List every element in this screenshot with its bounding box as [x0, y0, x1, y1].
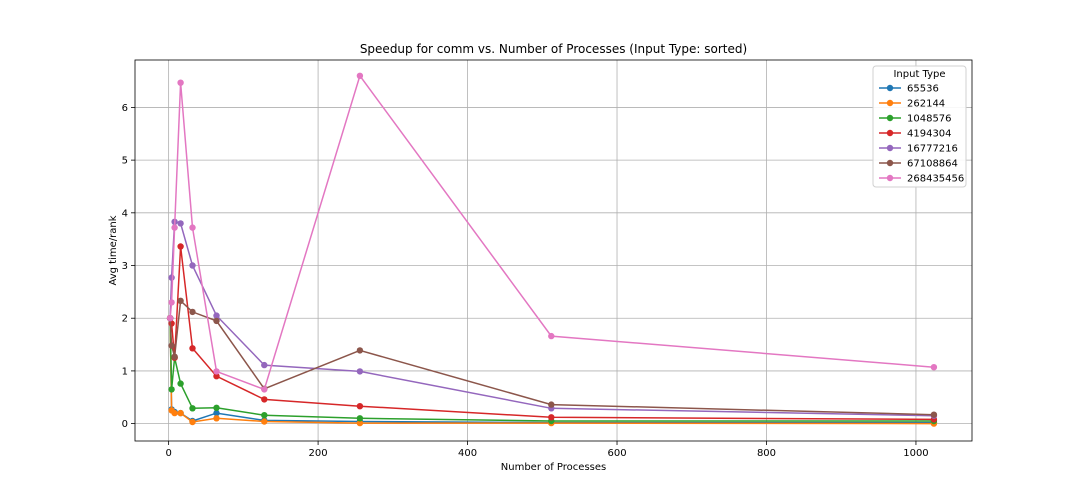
data-point — [168, 299, 175, 306]
data-point — [213, 404, 220, 411]
x-tick-label: 1000 — [903, 448, 928, 459]
series-line — [169, 318, 934, 422]
data-point — [356, 403, 364, 410]
legend-swatch-marker — [886, 144, 894, 152]
data-point — [261, 396, 268, 403]
legend-swatch-marker — [886, 129, 894, 137]
series-line — [169, 299, 934, 416]
legend-swatch-marker — [886, 159, 894, 167]
legend-label: 262144 — [907, 99, 945, 110]
data-point — [356, 419, 364, 427]
y-tick-label: 3 — [122, 261, 128, 272]
legend-label: 1048576 — [907, 114, 952, 125]
data-point — [177, 243, 184, 250]
data-point — [189, 405, 196, 412]
data-point — [189, 418, 196, 426]
data-point — [177, 297, 184, 304]
legend-item: 4194304 — [879, 129, 952, 140]
y-tick-label: 5 — [122, 156, 128, 167]
plot-frame — [134, 59, 973, 442]
data-point — [213, 373, 220, 380]
data-point — [930, 411, 938, 418]
x-tick-label: 200 — [309, 448, 328, 459]
series-16777216 — [166, 218, 938, 419]
data-point — [356, 415, 364, 422]
data-point — [171, 409, 178, 417]
x-tick-label: 600 — [607, 448, 626, 459]
series-line — [169, 74, 934, 391]
legend-swatch-marker — [886, 84, 894, 92]
legend-label: 67108864 — [907, 159, 958, 170]
legend-item: 65536 — [879, 84, 939, 95]
series-line — [169, 220, 934, 417]
legend-label: 268435456 — [907, 174, 964, 185]
data-point — [189, 345, 196, 352]
legend-label: 16777216 — [907, 144, 958, 155]
data-point — [177, 220, 184, 227]
data-point — [189, 308, 196, 316]
series-layer — [166, 72, 938, 427]
y-tick-label: 2 — [122, 314, 128, 325]
data-point — [261, 386, 268, 393]
legend: Input Type 65536 262144 1048576 4194304 1677… — [872, 65, 967, 188]
legend-swatch-marker — [886, 174, 894, 182]
data-point — [930, 364, 938, 371]
data-point — [356, 72, 364, 80]
y-tick-label: 4 — [122, 208, 128, 219]
data-point — [548, 414, 555, 421]
data-point — [213, 368, 220, 375]
legend-item: 1048576 — [879, 114, 952, 125]
series-4194304 — [166, 243, 938, 423]
y-tick-label: 6 — [122, 103, 128, 114]
legend-item: 16777216 — [879, 144, 958, 155]
data-point — [166, 315, 174, 322]
data-point — [213, 317, 220, 325]
data-point — [213, 415, 220, 422]
data-point — [548, 401, 555, 408]
data-point — [213, 312, 220, 319]
y-tick-label: 0 — [122, 419, 128, 430]
y-tick-label: 1 — [122, 366, 128, 377]
legend-item: 67108864 — [879, 159, 958, 170]
x-tick-label: 400 — [458, 448, 477, 459]
legend-label: 65536 — [907, 84, 939, 95]
x-axis-title: Number of Processes — [501, 462, 606, 473]
legend-item: 268435456 — [879, 174, 964, 185]
data-point — [168, 342, 175, 349]
legend-label: 4194304 — [907, 129, 952, 140]
data-point — [189, 262, 196, 269]
data-point — [356, 347, 364, 354]
data-point — [171, 353, 178, 360]
x-tick-label: 0 — [165, 448, 171, 459]
data-point — [177, 79, 184, 86]
chart-title: Speedup for comm vs. Number of Processes… — [360, 42, 747, 56]
data-point — [261, 361, 268, 369]
data-point — [168, 274, 175, 281]
legend-box — [872, 65, 967, 188]
data-point — [261, 418, 268, 425]
series-line — [169, 246, 934, 421]
data-point — [189, 224, 196, 231]
data-point — [356, 368, 364, 375]
y-axis-title: Avg time/rank — [108, 215, 119, 285]
legend-swatch-marker — [886, 99, 894, 107]
legend-swatch-marker — [886, 114, 894, 122]
x-tick-label: 800 — [757, 448, 776, 459]
legend-item: 262144 — [879, 99, 945, 110]
axis-ticks: 0 200 400 600 800 1000 0 1 2 3 4 5 6 — [122, 103, 929, 459]
data-point — [213, 409, 220, 417]
data-point — [168, 386, 175, 393]
series-268435456 — [166, 72, 938, 393]
legend-title: Input Type — [893, 69, 945, 80]
data-point — [177, 409, 184, 417]
data-point — [548, 332, 555, 340]
data-point — [171, 224, 178, 231]
data-point — [261, 412, 268, 419]
data-point — [177, 380, 184, 387]
